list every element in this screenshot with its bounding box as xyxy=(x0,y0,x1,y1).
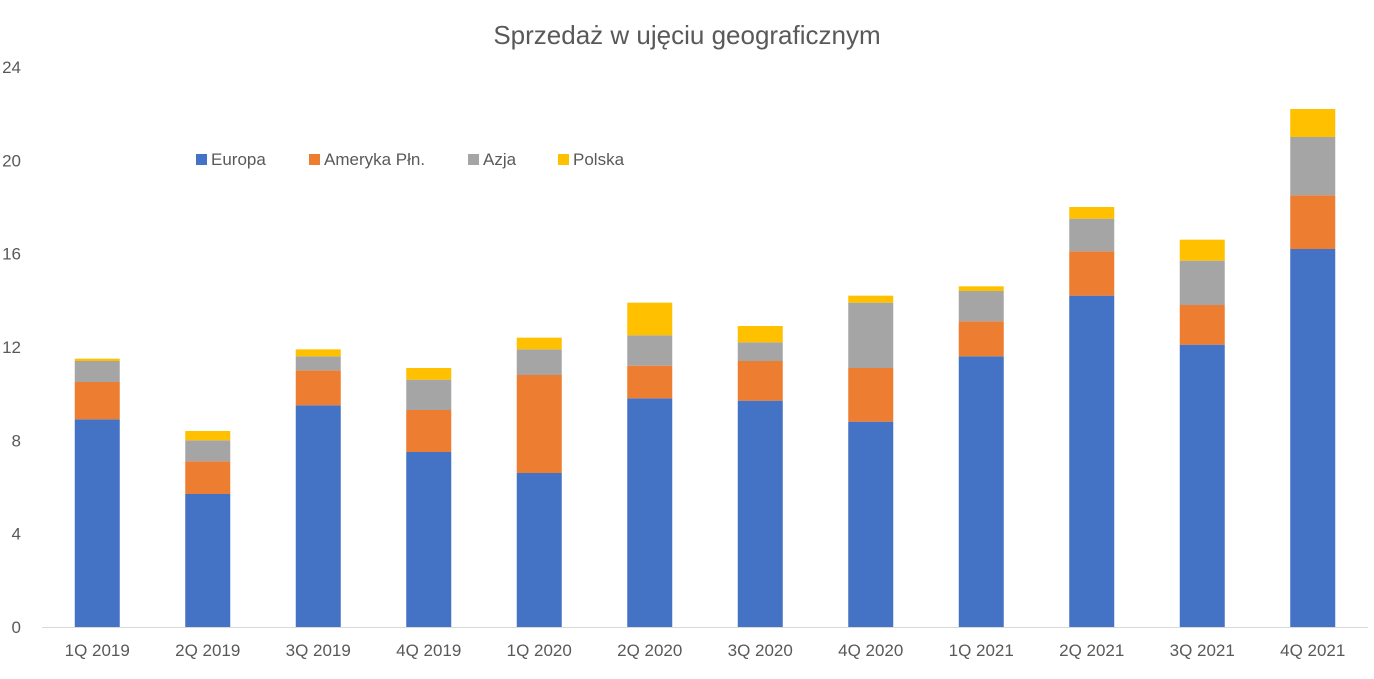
bar-segment xyxy=(737,400,783,627)
bar-segment xyxy=(958,321,1004,357)
x-tick-label: 3Q 2019 xyxy=(286,641,351,660)
bar-segment xyxy=(627,398,673,627)
legend-swatch xyxy=(468,154,479,165)
bar-segment xyxy=(516,349,562,375)
legend-swatch xyxy=(309,154,320,165)
x-tick-label: 4Q 2020 xyxy=(838,641,903,660)
bar-segment xyxy=(1179,305,1225,345)
x-tick-label: 4Q 2021 xyxy=(1280,641,1345,660)
x-axis-ticks: 1Q 2019 2Q 2019 3Q 2019 4Q 2019 1Q 2020 2Q 20… xyxy=(65,641,1346,660)
bars-group xyxy=(74,109,1336,627)
legend-label: Europa xyxy=(211,150,266,169)
bar-segment xyxy=(185,461,231,494)
legend-label: Ameryka Płn. xyxy=(324,150,425,169)
bar-segment xyxy=(737,342,783,361)
bar-segment xyxy=(295,405,341,627)
y-tick-label: 20 xyxy=(2,151,21,170)
y-tick-label: 12 xyxy=(2,338,21,357)
bar-segment xyxy=(1179,239,1225,261)
bar-segment xyxy=(295,370,341,406)
bar-segment xyxy=(737,361,783,401)
bar-segment xyxy=(185,494,231,627)
bar-segment xyxy=(74,419,120,627)
legend-swatch xyxy=(558,154,569,165)
y-tick-label: 16 xyxy=(2,245,21,264)
x-tick-label: 2Q 2021 xyxy=(1059,641,1124,660)
bar-segment xyxy=(848,295,894,303)
chart-title: Sprzedaż w ujęciu geograficznym xyxy=(493,20,880,50)
bar-segment xyxy=(406,452,452,627)
bar-segment xyxy=(185,431,231,441)
bar-segment xyxy=(1069,218,1115,252)
bar-segment xyxy=(1179,344,1225,627)
bar-segment xyxy=(406,410,452,452)
x-tick-label: 2Q 2020 xyxy=(617,641,682,660)
x-tick-label: 2Q 2019 xyxy=(175,641,240,660)
bar-segment xyxy=(1179,260,1225,305)
y-axis-ticks: 0 4 8 12 16 20 24 xyxy=(2,58,21,637)
y-tick-label: 24 xyxy=(2,58,21,77)
y-tick-label: 0 xyxy=(12,618,21,637)
bar-segment xyxy=(406,379,452,410)
legend: Europa Ameryka Płn. Azja Polska xyxy=(196,150,625,169)
bar-segment xyxy=(958,286,1004,291)
bar-segment xyxy=(1290,137,1336,196)
bar-segment xyxy=(516,473,562,627)
bar-segment xyxy=(74,358,120,361)
bar-segment xyxy=(1290,249,1336,627)
legend-swatch xyxy=(196,154,207,165)
bar-segment xyxy=(516,375,562,473)
x-tick-label: 1Q 2019 xyxy=(65,641,130,660)
legend-label: Polska xyxy=(573,150,625,169)
bar-segment xyxy=(958,356,1004,627)
bar-segment xyxy=(74,361,120,382)
bar-segment xyxy=(74,382,120,420)
bar-segment xyxy=(406,368,452,380)
y-tick-label: 4 xyxy=(12,525,21,544)
x-tick-label: 3Q 2020 xyxy=(728,641,793,660)
bar-segment xyxy=(1069,251,1115,296)
x-tick-label: 1Q 2021 xyxy=(949,641,1014,660)
y-tick-label: 8 xyxy=(12,431,21,450)
bar-segment xyxy=(1069,295,1115,627)
bar-segment xyxy=(1290,195,1336,249)
bar-segment xyxy=(848,302,894,368)
bar-segment xyxy=(295,349,341,357)
x-tick-label: 4Q 2019 xyxy=(396,641,461,660)
x-tick-label: 1Q 2020 xyxy=(507,641,572,660)
bar-segment xyxy=(295,356,341,371)
bar-segment xyxy=(627,302,673,336)
bar-segment xyxy=(958,291,1004,322)
bar-segment xyxy=(516,337,562,350)
bar-segment xyxy=(185,440,231,462)
bar-segment xyxy=(1290,109,1336,137)
bar-segment xyxy=(1069,207,1115,219)
legend-label: Azja xyxy=(483,150,517,169)
bar-segment xyxy=(848,421,894,627)
bar-segment xyxy=(627,335,673,366)
x-tick-label: 3Q 2021 xyxy=(1170,641,1235,660)
bar-segment xyxy=(737,326,783,343)
bar-segment xyxy=(627,365,673,399)
bar-segment xyxy=(848,368,894,422)
